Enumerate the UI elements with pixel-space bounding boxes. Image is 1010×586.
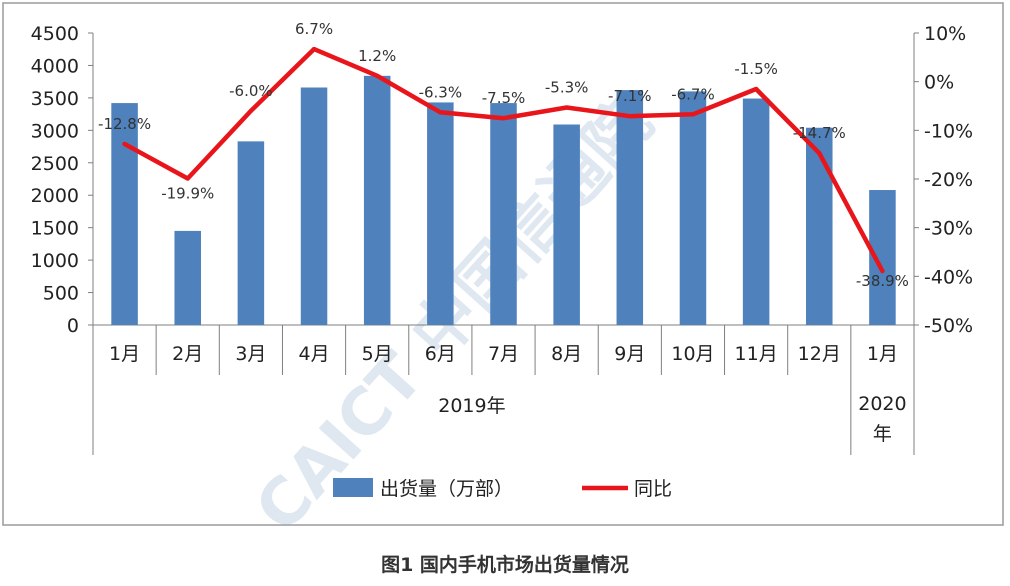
x-tick-label: 12月 [798,343,841,365]
line-point [501,116,506,121]
line-data-label: -14.7% [793,124,846,142]
x-tick-label: 6月 [425,343,456,365]
line-point [248,108,253,113]
bar [363,75,391,326]
x-tick-label: 3月 [235,343,266,365]
line-point [312,47,317,52]
line-data-label: -6.3% [419,83,463,101]
line-point [880,268,885,273]
line-data-label: -1.5% [734,60,778,78]
x-tick-label: 4月 [298,343,329,365]
line-data-label: -12.8% [98,115,151,133]
line-point [627,114,632,119]
x-tick-label: 1月 [867,343,898,365]
y-left-tick-label: 3500 [31,88,79,110]
line-point [375,73,380,78]
line-point [438,110,443,115]
line-point [122,141,127,146]
bar [174,230,201,325]
line-data-label: -6.7% [671,85,715,103]
y-left-tick-label: 1000 [31,250,79,272]
line-data-label: -7.5% [482,89,526,107]
y-left-tick-label: 2000 [31,185,79,207]
y-right-tick-label: -30% [924,218,973,240]
y-left-tick-label: 2500 [31,153,79,175]
line-data-label: -7.1% [608,87,652,105]
y-left-tick-label: 500 [43,283,79,305]
y-right-tick-label: -10% [924,120,973,142]
line-data-label: -19.9% [161,185,214,203]
x-tick-label: 2月 [172,343,203,365]
bar [742,98,770,325]
line-point [564,105,569,110]
chart-frame: CAICT 中国信通院 0 500 1000 1500 2000 2500 3000 3500… [2,2,1004,546]
x-tick-label: 1月 [109,343,140,365]
legend-line-label: 同比 [634,478,672,500]
y-right-tick-label: 0% [924,72,954,94]
y-left-tick-label: 4000 [31,55,79,77]
x-tick-label: 9月 [614,343,645,365]
bar [427,102,454,325]
line-point [185,176,190,181]
line-data-label: -5.3% [545,78,589,96]
bar [300,87,328,325]
x-tick-label: 8月 [551,343,582,365]
x-tick-label: 10月 [671,343,714,365]
x-group-label: 2020 年 [858,393,906,445]
y-left-tick-label: 4500 [31,23,79,45]
chart: CAICT 中国信通院 0500100015002000250030003500… [2,2,1004,546]
bar [237,141,265,325]
y-left-tick-label: 3000 [31,120,79,142]
bar [806,127,833,325]
bar [679,91,707,326]
x-tick-label: 7月 [488,343,519,365]
line-point [817,151,822,156]
legend-bar-label: 出货量（万部） [380,478,513,500]
figure-caption: 图1 国内手机市场出货量情况 [381,554,629,576]
bar [553,124,580,325]
line-point [754,86,759,91]
line-data-label: -38.9% [856,272,909,290]
x-tick-label: 11月 [735,343,778,365]
line-data-label: 6.7% [295,20,333,38]
x-group-label: 2019年 [438,395,505,417]
y-right-tick-label: 10% [924,23,966,45]
bar [111,103,138,325]
x-tick-label: 5月 [362,343,393,365]
y-left-tick-label: 1500 [31,218,79,240]
y-right-tick-label: -40% [924,266,973,288]
bar [616,90,644,325]
y-left-tick-label: 0 [67,315,79,337]
legend-bar-swatch [333,478,373,497]
line-data-label: 1.2% [358,47,396,65]
line-point [690,112,695,117]
line-data-label: -6.0% [229,82,273,100]
bar [490,103,517,325]
y-right-tick-label: -50% [924,315,973,337]
y-right-tick-label: -20% [924,169,973,191]
